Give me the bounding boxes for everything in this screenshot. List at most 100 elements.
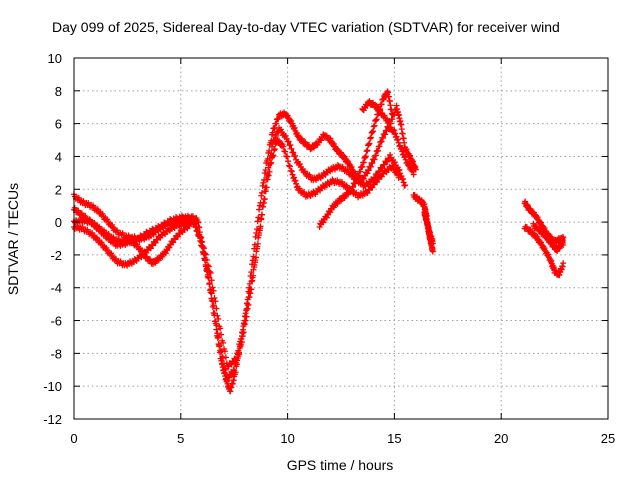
data-point xyxy=(367,135,374,142)
data-point xyxy=(221,348,228,355)
data-point xyxy=(217,347,224,354)
data-point xyxy=(242,313,249,320)
series-track-5 xyxy=(316,88,396,230)
data-point xyxy=(260,179,267,186)
data-point xyxy=(545,251,552,258)
data-point xyxy=(363,148,370,155)
data-point xyxy=(253,248,260,255)
data-point xyxy=(204,262,211,269)
data-point xyxy=(220,339,227,346)
data-point xyxy=(273,120,280,127)
data-point xyxy=(366,140,373,147)
data-point xyxy=(371,156,378,163)
data-point xyxy=(273,132,280,139)
data-point xyxy=(359,163,366,170)
data-point xyxy=(201,245,208,252)
data-point xyxy=(407,152,414,159)
y-tick-label: -10 xyxy=(43,379,62,394)
y-tick-label: 10 xyxy=(48,51,62,66)
data-point xyxy=(271,147,278,154)
data-point xyxy=(371,122,378,129)
data-point xyxy=(255,234,262,241)
data-point xyxy=(348,163,355,170)
data-point xyxy=(389,115,396,122)
data-point xyxy=(330,140,337,147)
data-point xyxy=(207,270,214,276)
data-point xyxy=(266,168,273,175)
data-point xyxy=(108,250,115,257)
series-track-1 xyxy=(71,109,417,395)
data-point xyxy=(284,112,291,119)
data-point xyxy=(241,317,248,324)
data-point xyxy=(259,203,266,210)
data-point xyxy=(230,366,237,373)
data-point xyxy=(395,139,402,146)
data-point xyxy=(541,245,548,252)
data-point xyxy=(269,129,276,136)
data-point xyxy=(210,287,217,294)
data-point xyxy=(232,356,239,363)
data-point xyxy=(254,240,261,247)
x-tick-label: 25 xyxy=(601,431,615,446)
series-track-2 xyxy=(71,124,409,381)
data-point xyxy=(350,184,357,191)
data-point xyxy=(261,169,268,176)
data-point xyxy=(384,158,391,165)
y-tick-label: 4 xyxy=(55,149,62,164)
data-point xyxy=(538,219,545,226)
x-axis-label: GPS time / hours xyxy=(287,457,394,473)
chart-title: Day 099 of 2025, Sidereal Day-to-day VTE… xyxy=(52,19,560,35)
series-track-7 xyxy=(410,191,436,255)
data-point xyxy=(254,243,261,250)
data-point xyxy=(205,274,212,281)
data-point xyxy=(215,316,222,323)
data-point xyxy=(263,184,270,191)
data-point xyxy=(205,263,212,270)
data-point xyxy=(429,248,436,255)
data-point xyxy=(216,342,223,349)
y-tick-label: -2 xyxy=(50,248,62,263)
data-point xyxy=(370,123,377,130)
data-point xyxy=(380,134,387,141)
data-point xyxy=(246,290,253,297)
data-point xyxy=(265,172,272,179)
data-point xyxy=(357,168,364,175)
data-point xyxy=(213,305,220,312)
data-point xyxy=(202,251,209,258)
data-point xyxy=(282,148,289,155)
data-point xyxy=(369,160,376,167)
y-tick-label: 8 xyxy=(55,84,62,99)
data-point xyxy=(390,163,397,170)
data-point xyxy=(262,188,269,195)
data-point xyxy=(364,147,371,154)
data-point xyxy=(429,240,436,247)
data-point xyxy=(206,268,213,275)
data-point xyxy=(402,182,409,189)
y-tick-label: -4 xyxy=(50,281,62,296)
data-point xyxy=(220,355,227,362)
data-point xyxy=(108,221,115,228)
data-point xyxy=(291,124,298,131)
data-point xyxy=(210,302,217,309)
axis-ticks: 0 5 10 15 20 25 -12 -10 -8 -6 -4 -2 0 2 4 6 8 10 xyxy=(43,51,615,446)
data-point xyxy=(238,335,245,342)
data-point xyxy=(560,260,567,267)
series-track-9 xyxy=(521,198,567,249)
data-point xyxy=(260,199,267,206)
data-point xyxy=(403,146,410,153)
data-point xyxy=(212,298,219,305)
data-point xyxy=(291,174,298,181)
data-point xyxy=(412,166,419,173)
data-point xyxy=(292,152,299,159)
data-point xyxy=(193,224,200,231)
data-point xyxy=(353,176,360,183)
y-tick-label: 0 xyxy=(55,215,62,230)
data-point xyxy=(372,152,379,159)
data-point xyxy=(296,160,303,167)
y-tick-label: 2 xyxy=(55,182,62,197)
x-tick-label: 5 xyxy=(177,431,184,446)
data-point xyxy=(261,196,268,203)
data-point xyxy=(376,143,383,150)
data-point xyxy=(277,126,284,133)
